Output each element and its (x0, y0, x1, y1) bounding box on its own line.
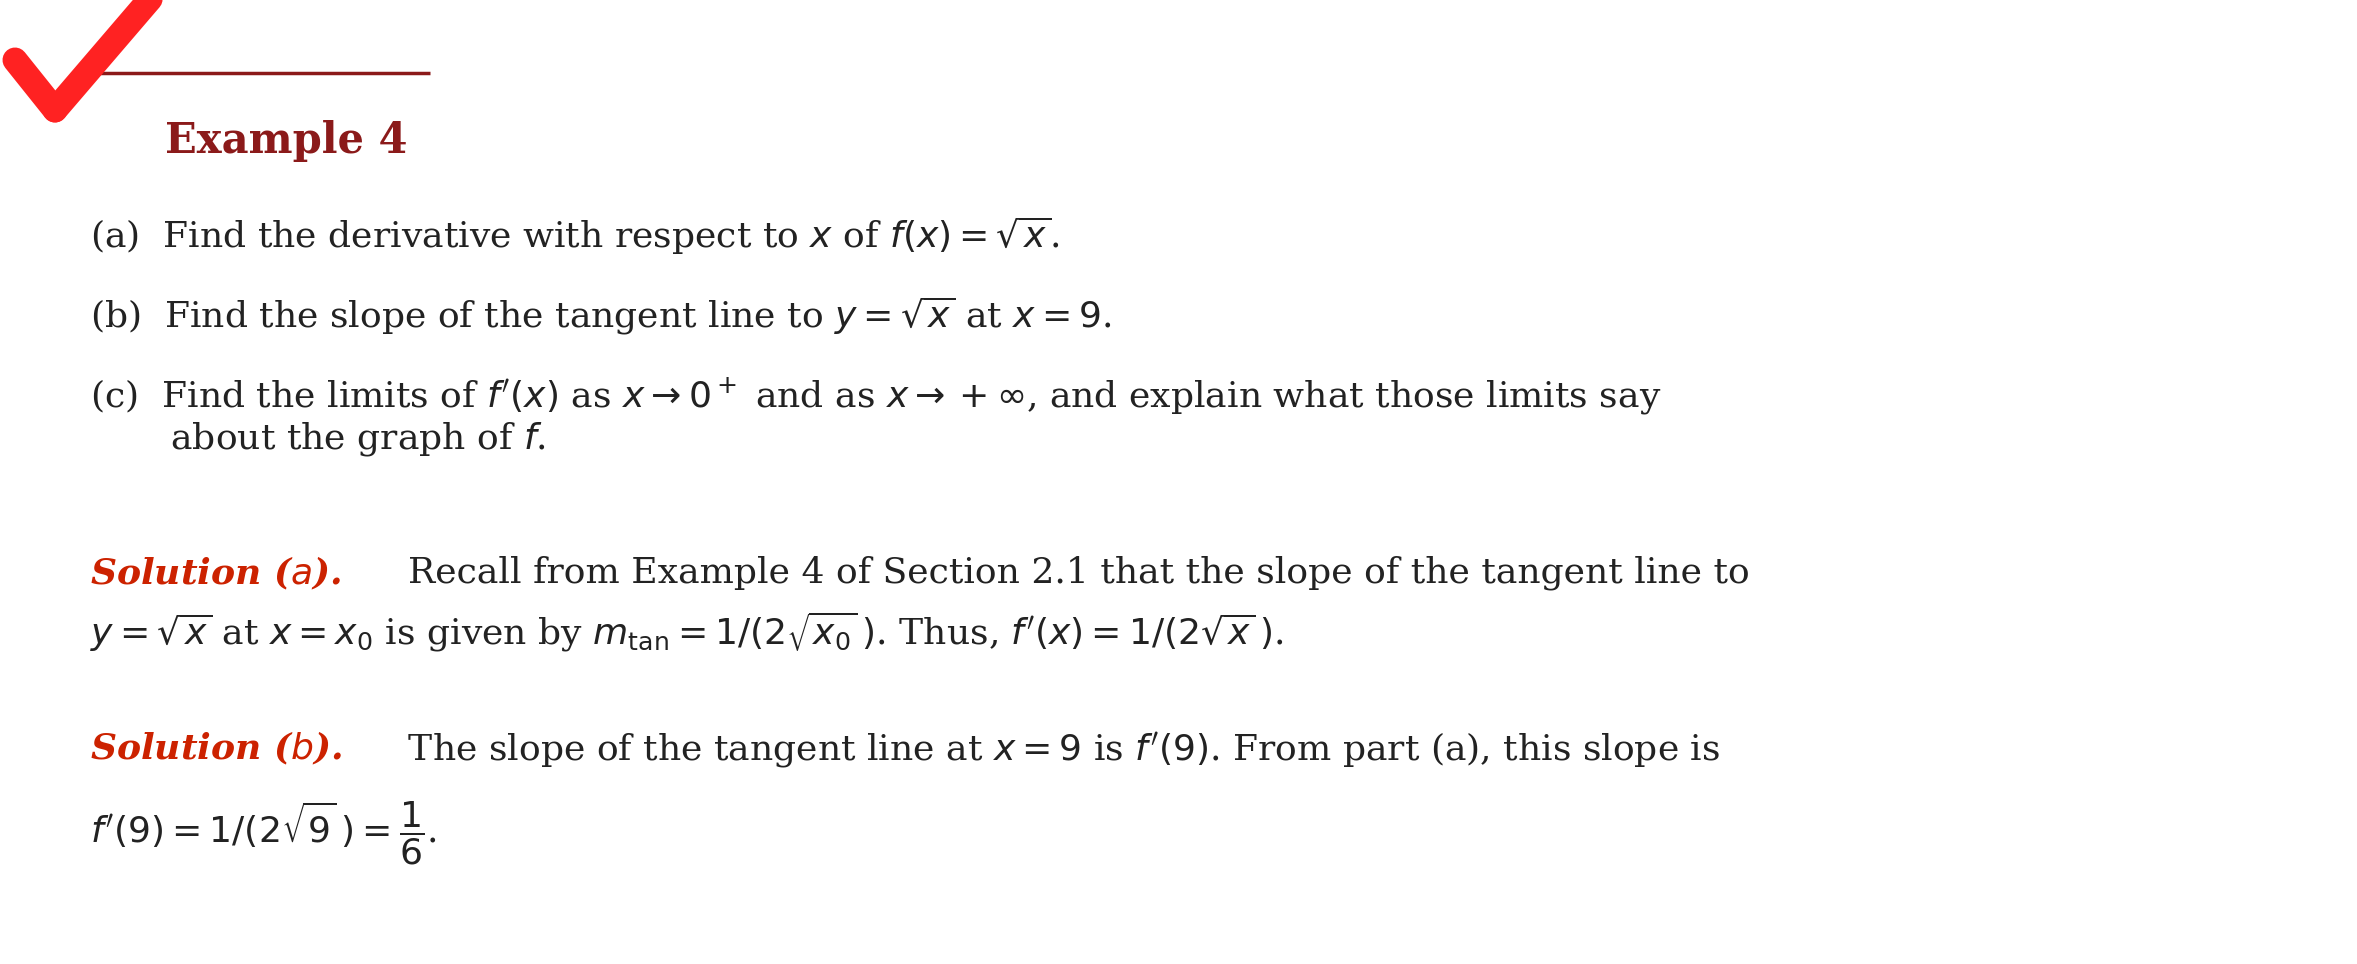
Text: (b)  Find the slope of the tangent line to $y = \sqrt{x}$ at $x = 9$.: (b) Find the slope of the tangent line t… (90, 295, 1113, 337)
Text: Example 4: Example 4 (165, 120, 408, 162)
Text: The slope of the tangent line at $x = 9$ is $f'(9)$. From part (a), this slope i: The slope of the tangent line at $x = 9$… (384, 730, 1721, 769)
Text: Solution ($a$).: Solution ($a$). (90, 555, 342, 592)
Text: about the graph of $f$.: about the graph of $f$. (90, 420, 547, 458)
Text: (c)  Find the limits of $f'(x)$ as $x \to 0^+$ and as $x \to +\infty$, and expla: (c) Find the limits of $f'(x)$ as $x \to… (90, 375, 1662, 416)
Text: $y = \sqrt{x}$ at $x = x_0$ is given by $m_{\mathrm{tan}} = 1/(2\sqrt{x_0}\,)$. : $y = \sqrt{x}$ at $x = x_0$ is given by … (90, 610, 1285, 655)
Text: Recall from Example 4 of Section 2.1 that the slope of the tangent line to: Recall from Example 4 of Section 2.1 tha… (384, 555, 1749, 590)
Text: (a)  Find the derivative with respect to $x$ of $f(x) = \sqrt{x}$.: (a) Find the derivative with respect to … (90, 215, 1061, 257)
Text: $f'(9) = 1/(2\sqrt{9}\,) = \dfrac{1}{6}$.: $f'(9) = 1/(2\sqrt{9}\,) = \dfrac{1}{6}$… (90, 800, 436, 868)
Text: Solution ($b$).: Solution ($b$). (90, 730, 342, 767)
